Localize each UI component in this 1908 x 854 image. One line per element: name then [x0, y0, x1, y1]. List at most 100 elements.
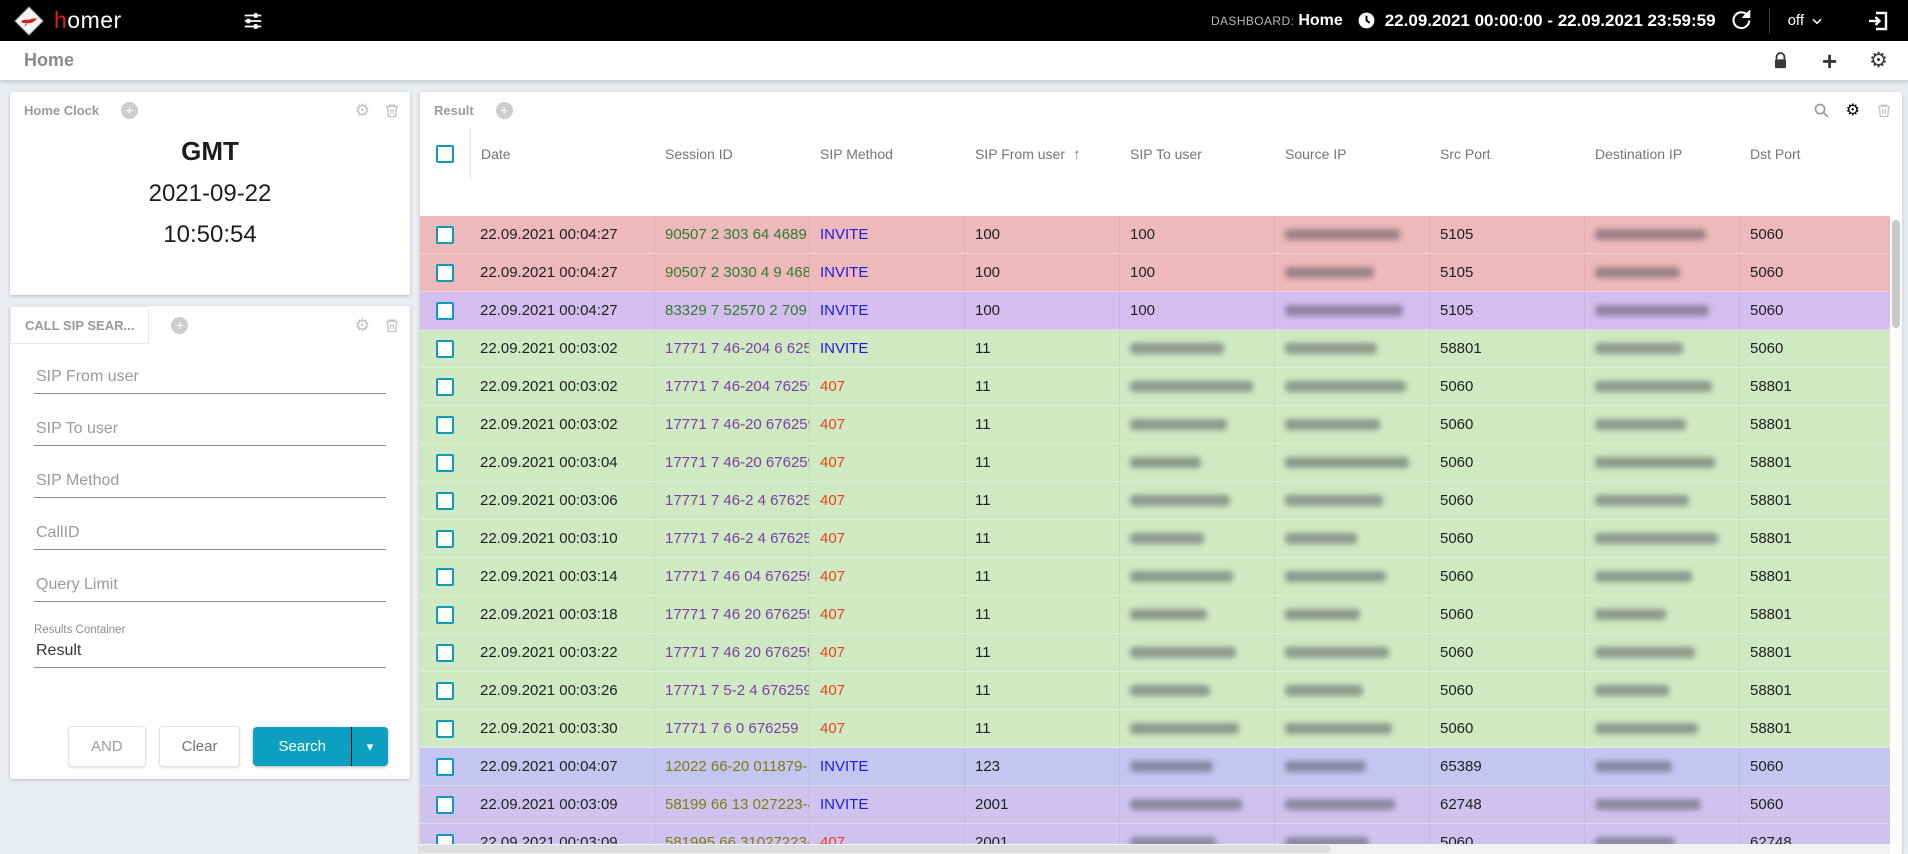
- table-row[interactable]: 22.09.2021 00:03:09 581995 66 31027223-4…: [420, 824, 1890, 844]
- search-widget-tab[interactable]: CALL SIP SEAR...: [10, 306, 150, 344]
- search-button[interactable]: Search: [253, 727, 351, 766]
- input-sip-to-user[interactable]: [34, 416, 386, 446]
- brand[interactable]: homer: [0, 5, 122, 36]
- cell-sip-from-user: 123: [965, 748, 1120, 785]
- cell-session-id[interactable]: 17771 7 46 20 676259: [655, 596, 810, 633]
- row-checkbox[interactable]: [436, 681, 454, 700]
- table-row[interactable]: 22.09.2021 00:03:14 17771 7 46 04 676259…: [420, 558, 1890, 596]
- cell-session-id[interactable]: 17771 7 46-204 6 6259: [655, 330, 810, 367]
- logout-icon[interactable]: [1866, 9, 1890, 33]
- cell-session-id[interactable]: 12022 66-20 011879-: [655, 748, 810, 785]
- row-checkbox[interactable]: [436, 795, 454, 814]
- horizontal-scrollbar-thumb[interactable]: [420, 845, 1332, 853]
- column-header-sip-method[interactable]: SIP Method: [820, 146, 893, 162]
- table-row[interactable]: 22.09.2021 00:04:27 90507 2 303 64 4689 …: [420, 216, 1890, 254]
- cell-session-id[interactable]: 58199 66 13 027223-4: [655, 786, 810, 823]
- cell-session-id[interactable]: 90507 2 3030 4 9 4689: [655, 254, 810, 291]
- input-sip-from-user[interactable]: [34, 364, 386, 394]
- cell-sip-from-user: 11: [965, 406, 1120, 443]
- row-checkbox[interactable]: [436, 757, 454, 776]
- cell-session-id[interactable]: 581995 66 31027223-4: [655, 824, 810, 844]
- row-checkbox[interactable]: [436, 453, 454, 472]
- cell-session-id[interactable]: 90507 2 303 64 4689: [655, 216, 810, 253]
- column-header-sip-to-user[interactable]: SIP To user: [1130, 146, 1202, 162]
- auto-refresh-dropdown[interactable]: off: [1788, 12, 1824, 29]
- column-header-session-id[interactable]: Session ID: [665, 146, 733, 162]
- row-checkbox[interactable]: [436, 377, 454, 396]
- select-all-checkbox[interactable]: [436, 145, 454, 163]
- row-checkbox[interactable]: [436, 719, 454, 738]
- table-row[interactable]: 22.09.2021 00:03:10 17771 7 46-2 4 67625…: [420, 520, 1890, 558]
- table-row[interactable]: 22.09.2021 00:03:22 17771 7 46 20 676259…: [420, 634, 1890, 672]
- input-callid[interactable]: [34, 520, 386, 550]
- widget-add-tab-icon[interactable]: +: [121, 101, 139, 119]
- search-options-caret-icon[interactable]: ▾: [351, 727, 388, 766]
- row-checkbox[interactable]: [436, 491, 454, 510]
- clock-icon: [1358, 12, 1375, 29]
- row-checkbox[interactable]: [436, 301, 454, 320]
- widget-trash-icon[interactable]: [384, 317, 400, 334]
- cell-session-id[interactable]: 17771 7 6 0 676259: [655, 710, 810, 747]
- clear-button[interactable]: Clear: [158, 726, 241, 767]
- table-row[interactable]: 22.09.2021 00:03:09 58199 66 13 027223-4…: [420, 786, 1890, 824]
- row-checkbox[interactable]: [436, 263, 454, 282]
- cell-session-id[interactable]: 83329 7 52570 2 709: [655, 292, 810, 329]
- table-row[interactable]: 22.09.2021 00:04:07 12022 66-20 011879- …: [420, 748, 1890, 786]
- widget-gear-icon[interactable]: ⚙: [1845, 102, 1860, 119]
- tune-icon[interactable]: [242, 10, 264, 32]
- table-row[interactable]: 22.09.2021 00:03:02 17771 7 46-20 676259…: [420, 406, 1890, 444]
- add-widget-icon[interactable]: +: [1821, 45, 1838, 76]
- search-split-button[interactable]: Search ▾: [253, 727, 388, 766]
- table-row[interactable]: 22.09.2021 00:03:26 17771 7 5-2 4 676259…: [420, 672, 1890, 710]
- widget-trash-icon[interactable]: [1876, 102, 1892, 119]
- settings-gear-icon[interactable]: ⚙: [1869, 49, 1888, 72]
- table-row[interactable]: 22.09.2021 00:03:02 17771 7 46-204 6 625…: [420, 330, 1890, 368]
- row-checkbox[interactable]: [436, 643, 454, 662]
- cell-session-id[interactable]: 17771 7 46 04 676259: [655, 558, 810, 595]
- column-header-source-ip[interactable]: Source IP: [1285, 146, 1347, 162]
- input-sip-method[interactable]: [34, 468, 386, 498]
- widget-gear-icon[interactable]: ⚙: [354, 100, 370, 120]
- cell-session-id[interactable]: 17771 7 46-2 4 676259: [655, 520, 810, 557]
- column-header-date[interactable]: Date: [470, 128, 655, 180]
- cell-session-id[interactable]: 17771 7 46-20 676259: [655, 444, 810, 481]
- row-checkbox[interactable]: [436, 605, 454, 624]
- row-checkbox[interactable]: [436, 339, 454, 358]
- lock-icon[interactable]: [1771, 51, 1790, 71]
- and-button[interactable]: AND: [67, 726, 146, 767]
- vertical-scrollbar[interactable]: [1890, 216, 1902, 844]
- table-row[interactable]: 22.09.2021 00:03:02 17771 7 46-204 76259…: [420, 368, 1890, 406]
- row-checkbox[interactable]: [436, 567, 454, 586]
- widget-add-tab-icon[interactable]: +: [495, 101, 513, 119]
- time-range-picker[interactable]: 22.09.2021 00:00:00 - 22.09.2021 23:59:5…: [1357, 11, 1716, 31]
- column-header-src-port[interactable]: Src Port: [1440, 146, 1491, 162]
- table-row[interactable]: 22.09.2021 00:03:04 17771 7 46-20 676259…: [420, 444, 1890, 482]
- table-row[interactable]: 22.09.2021 00:03:18 17771 7 46 20 676259…: [420, 596, 1890, 634]
- table-row[interactable]: 22.09.2021 00:03:30 17771 7 6 0 676259 4…: [420, 710, 1890, 748]
- row-checkbox[interactable]: [436, 833, 454, 844]
- cell-session-id[interactable]: 17771 7 46-204 76259: [655, 368, 810, 405]
- cell-session-id[interactable]: 17771 7 46-20 676259: [655, 406, 810, 443]
- table-row[interactable]: 22.09.2021 00:04:27 90507 2 3030 4 9 468…: [420, 254, 1890, 292]
- refresh-icon[interactable]: [1730, 10, 1751, 31]
- input-query-limit[interactable]: [34, 572, 386, 602]
- vertical-scrollbar-thumb[interactable]: [1892, 220, 1900, 328]
- table-row[interactable]: 22.09.2021 00:03:06 17771 7 46-2 4 67625…: [420, 482, 1890, 520]
- horizontal-scrollbar[interactable]: [420, 844, 1890, 854]
- widget-gear-icon[interactable]: ⚙: [354, 315, 370, 335]
- row-checkbox[interactable]: [436, 225, 454, 244]
- cell-date: 22.09.2021 00:03:30: [470, 710, 655, 747]
- widget-add-tab-icon[interactable]: +: [171, 316, 189, 334]
- widget-trash-icon[interactable]: [384, 102, 400, 119]
- column-header-destination-ip[interactable]: Destination IP: [1595, 146, 1683, 162]
- cell-session-id[interactable]: 17771 7 46 20 676259: [655, 634, 810, 671]
- cell-session-id[interactable]: 17771 7 5-2 4 676259: [655, 672, 810, 709]
- table-search-icon[interactable]: [1813, 102, 1830, 119]
- column-header-dst-port[interactable]: Dst Port: [1750, 146, 1801, 162]
- row-checkbox[interactable]: [436, 415, 454, 434]
- column-header-sip-from-user[interactable]: SIP From user ↑: [975, 145, 1081, 163]
- results-container-input[interactable]: [34, 638, 386, 668]
- cell-session-id[interactable]: 17771 7 46-2 4 676259: [655, 482, 810, 519]
- table-row[interactable]: 22.09.2021 00:04:27 83329 7 52570 2 709 …: [420, 292, 1890, 330]
- row-checkbox[interactable]: [436, 529, 454, 548]
